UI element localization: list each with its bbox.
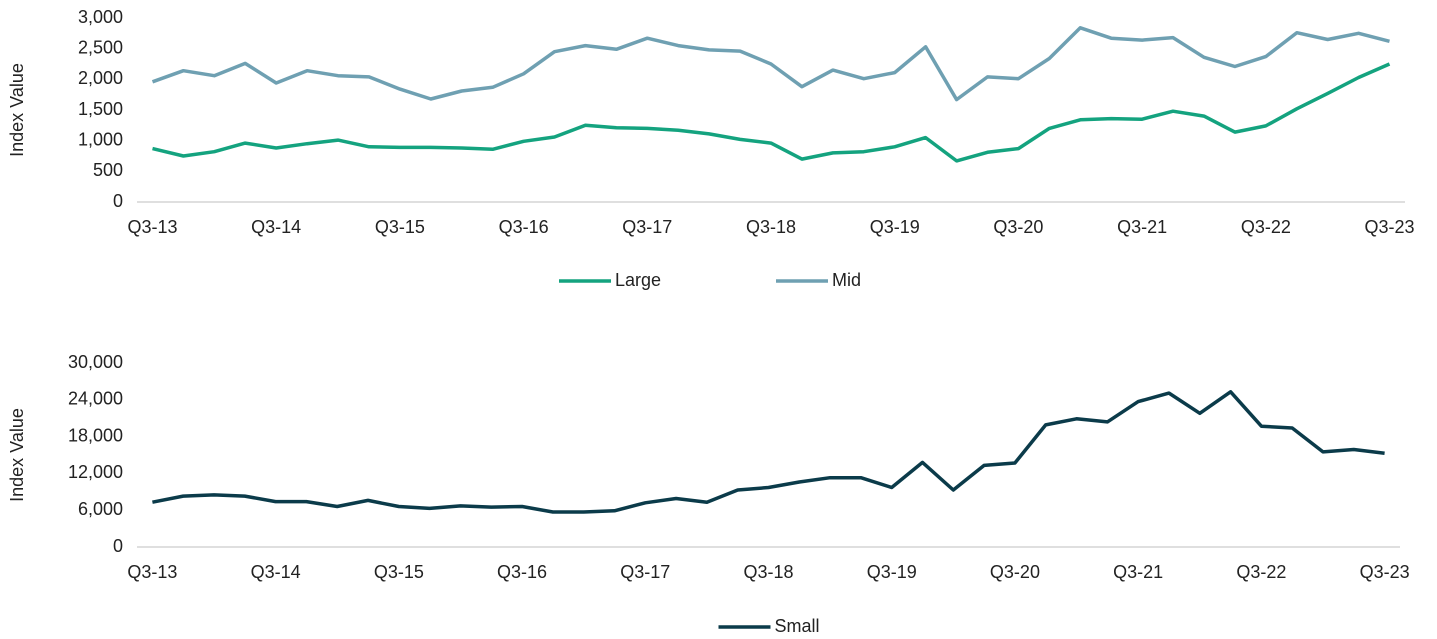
x-tick-label: Q3-22 <box>1236 562 1286 582</box>
x-tick-label: Q3-13 <box>127 217 177 237</box>
x-tick-label: Q3-17 <box>622 217 672 237</box>
y-tick-label: 2,500 <box>78 37 123 57</box>
y-tick-label: 1,000 <box>78 129 123 149</box>
y-tick-label: 6,000 <box>78 499 123 519</box>
y-tick-label: 1,500 <box>78 99 123 119</box>
x-tick-label: Q3-21 <box>1113 562 1163 582</box>
y-tick-label: 3,000 <box>78 7 123 27</box>
y-tick-label: 30,000 <box>68 352 123 372</box>
x-tick-label: Q3-16 <box>497 562 547 582</box>
y-tick-label: 24,000 <box>68 389 123 409</box>
y-tick-label: 12,000 <box>68 462 123 482</box>
x-tick-label: Q3-13 <box>127 562 177 582</box>
y-axis-label: Index Value <box>7 408 27 502</box>
data-line <box>151 26 1390 102</box>
x-tick-label: Q3-20 <box>990 562 1040 582</box>
x-tick-label: Q3-19 <box>867 562 917 582</box>
y-tick-label: 500 <box>93 160 123 180</box>
x-tick-label: Q3-22 <box>1241 217 1291 237</box>
legend-label: Large <box>615 270 661 290</box>
y-tick-label: 0 <box>113 191 123 211</box>
y-axis-label: Index Value <box>7 63 27 157</box>
x-tick-label: Q3-19 <box>870 217 920 237</box>
x-tick-label: Q3-16 <box>499 217 549 237</box>
legend-label: Mid <box>832 270 861 290</box>
y-tick-label: 2,000 <box>78 68 123 88</box>
x-tick-label: Q3-18 <box>746 217 796 237</box>
y-tick-label: 0 <box>113 536 123 556</box>
x-tick-label: Q3-14 <box>251 217 301 237</box>
data-line <box>152 390 1385 514</box>
x-tick-label: Q3-23 <box>1360 562 1410 582</box>
legend-label: Small <box>775 616 820 636</box>
x-tick-label: Q3-14 <box>251 562 301 582</box>
x-tick-label: Q3-18 <box>743 562 793 582</box>
x-tick-label: Q3-23 <box>1365 217 1415 237</box>
x-tick-label: Q3-17 <box>620 562 670 582</box>
x-tick-label: Q3-20 <box>993 217 1043 237</box>
x-tick-label: Q3-21 <box>1117 217 1167 237</box>
x-tick-label: Q3-15 <box>374 562 424 582</box>
data-line <box>152 62 1391 163</box>
x-tick-label: Q3-15 <box>375 217 425 237</box>
y-tick-label: 18,000 <box>68 425 123 445</box>
